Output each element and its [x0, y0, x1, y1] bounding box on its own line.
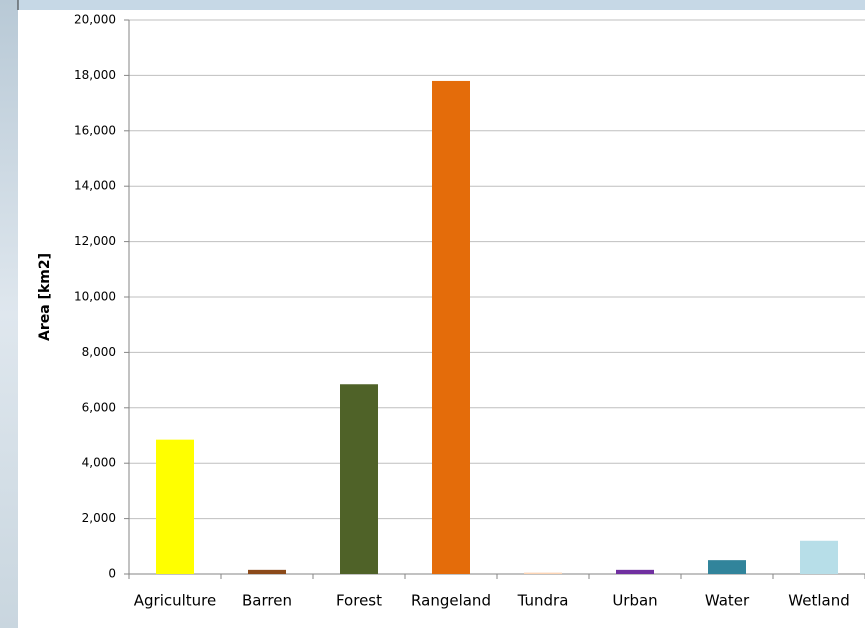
x-tick-label: Water	[705, 592, 750, 610]
y-tick-label: 18,000	[74, 68, 116, 82]
y-tick-label: 16,000	[74, 123, 116, 137]
x-tick-label: Barren	[242, 592, 292, 610]
top-backdrop	[18, 0, 865, 10]
bar	[800, 540, 838, 574]
y-tick-label: 0	[108, 567, 116, 581]
bar	[524, 572, 562, 574]
bar	[708, 560, 746, 574]
y-tick-label: 10,000	[74, 290, 116, 304]
x-tick-label: Tundra	[517, 592, 569, 610]
bar	[432, 80, 470, 574]
bar	[340, 384, 378, 574]
y-tick-label: 6,000	[82, 400, 116, 414]
x-tick-label: Forest	[336, 592, 382, 610]
y-axis-label: Area [km2]	[37, 253, 53, 341]
left-backdrop	[0, 0, 18, 628]
y-tick-label: 14,000	[74, 179, 116, 193]
bar	[248, 569, 286, 574]
y-tick-label: 4,000	[82, 456, 116, 470]
x-tick-label: Urban	[612, 592, 657, 610]
x-tick-label: Rangeland	[411, 592, 491, 610]
bar	[156, 439, 194, 574]
y-tick-label: 2,000	[82, 511, 116, 525]
bar	[616, 569, 654, 574]
y-tick-label: 12,000	[74, 234, 116, 248]
y-tick-label: 20,000	[74, 13, 116, 27]
x-tick-label: Wetland	[788, 592, 849, 610]
y-tick-label: 8,000	[82, 345, 116, 359]
x-tick-label: Agriculture	[134, 592, 217, 610]
